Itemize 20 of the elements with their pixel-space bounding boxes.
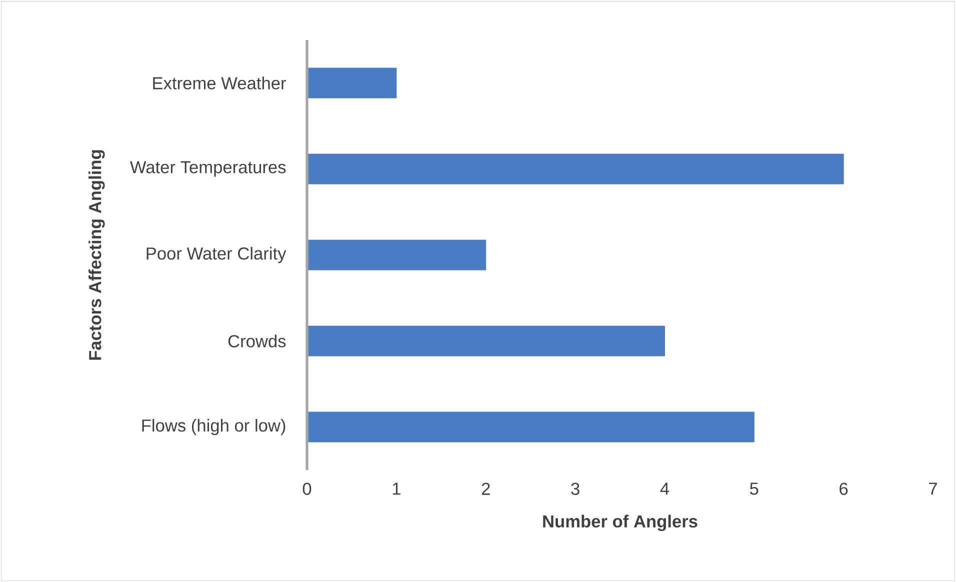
bar [306,154,844,184]
bar [306,240,486,270]
x-tick-label: 2 [482,482,490,495]
x-tick-label: 1 [392,482,400,495]
y-tick-label: Poor Water Clarity [146,246,286,264]
y-axis-title: Factors Affecting Angling [88,150,105,360]
x-axis-title: Number of Anglers [543,514,698,532]
x-tick-label: 6 [840,482,848,495]
bar [306,326,665,356]
x-tick-label: 4 [660,482,670,495]
y-tick-label: Flows (high or low) [142,418,286,436]
x-tick-label: 3 [571,482,580,495]
x-tick-label: 5 [750,482,758,495]
x-tick-label: 7 [929,482,937,495]
y-tick-label: Crowds [228,334,286,348]
x-tick-label: 0 [302,482,312,495]
y-tick-label: Extreme Weather [153,76,286,90]
bar [306,68,397,98]
y-tick-label: Water Temperatures [130,161,286,177]
bar [306,412,754,442]
